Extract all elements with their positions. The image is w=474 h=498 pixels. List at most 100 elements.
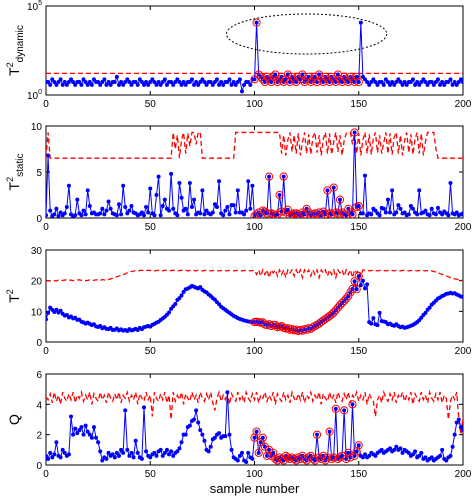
data-point: [177, 446, 182, 451]
fault-marker: [258, 75, 267, 84]
data-point: [410, 206, 415, 211]
plot-series: [46, 389, 463, 465]
data-point: [46, 317, 48, 322]
data-point: [212, 202, 217, 207]
data-point: [146, 210, 151, 215]
data-point: [363, 452, 368, 457]
data-point: [200, 188, 205, 193]
control-limit-line: [46, 268, 463, 282]
data-point: [98, 449, 103, 454]
fault-marker: [329, 75, 338, 84]
data-point: [452, 432, 457, 437]
data-point: [85, 82, 90, 87]
data-point: [83, 423, 88, 428]
data-point: [442, 82, 447, 87]
data-point: [367, 453, 372, 458]
data-point: [358, 20, 363, 25]
fault-marker: [340, 406, 349, 415]
data-point: [177, 296, 182, 301]
data-point: [167, 208, 172, 213]
y-tick-label: 20: [31, 277, 43, 288]
data-point: [438, 82, 443, 87]
data-point: [375, 323, 380, 328]
data-point: [365, 79, 370, 84]
data-point: [187, 423, 192, 428]
data-point: [388, 210, 393, 215]
control-limit-line: [46, 129, 463, 159]
data-point: [48, 208, 53, 213]
data-point: [423, 455, 428, 460]
data-point: [379, 447, 384, 452]
fault-marker: [306, 324, 315, 333]
data-point: [156, 174, 161, 179]
data-point: [465, 80, 469, 84]
fault-marker: [269, 448, 278, 457]
data-point: [277, 193, 282, 197]
fault-marker: [275, 190, 284, 200]
data-point: [141, 213, 146, 218]
data-point: [177, 79, 182, 84]
data-point: [217, 82, 222, 87]
y-tick-label: 105: [27, 0, 42, 13]
fault-marker: [323, 313, 332, 322]
data-point: [448, 77, 453, 82]
data-point: [46, 213, 48, 218]
data-point: [50, 455, 55, 460]
data-point: [192, 197, 197, 202]
fault-marker: [344, 77, 353, 87]
data-point: [139, 79, 144, 84]
data-point: [254, 20, 259, 25]
x-tick-label: 150: [350, 222, 367, 233]
data-point: [202, 438, 207, 443]
data-point: [248, 206, 253, 211]
data-point: [75, 197, 80, 202]
data-point: [152, 79, 157, 84]
data-point: [183, 82, 188, 87]
data-point: [385, 79, 390, 84]
data-point: [214, 204, 219, 209]
x-tick-label: 150: [350, 99, 367, 110]
fault-marker: [333, 303, 342, 312]
data-point: [250, 183, 255, 188]
data-point: [429, 79, 434, 84]
data-point: [96, 440, 101, 445]
data-point: [198, 211, 203, 216]
fault-marker: [325, 77, 334, 87]
data-point: [467, 299, 471, 303]
data-point: [217, 431, 222, 436]
data-point: [352, 130, 357, 135]
x-axis-label: sample number: [210, 481, 300, 496]
data-point: [200, 432, 205, 437]
data-point: [223, 208, 228, 213]
data-point: [352, 279, 357, 284]
fault-marker: [312, 77, 322, 87]
fault-marker: [337, 77, 347, 87]
data-point: [181, 79, 186, 84]
data-point: [231, 203, 236, 208]
fault-marker: [302, 75, 311, 84]
fault-marker: [260, 207, 270, 216]
data-point: [77, 79, 82, 84]
data-point: [173, 301, 178, 306]
data-point: [356, 79, 361, 84]
data-point: [415, 212, 420, 217]
data-point: [102, 77, 107, 82]
data-point: [69, 414, 74, 419]
data-point: [260, 435, 265, 440]
data-point: [58, 455, 63, 460]
data-point: [167, 452, 172, 457]
fault-marker: [287, 453, 297, 462]
y-tick-label: 100: [27, 89, 42, 102]
fault-marker: [335, 195, 345, 204]
fault-marker: [294, 72, 303, 81]
data-point: [62, 450, 67, 455]
fault-marker: [254, 448, 263, 457]
data-point: [127, 208, 132, 213]
data-point: [119, 79, 124, 84]
data-point: [469, 300, 473, 304]
fault-marker: [350, 128, 359, 137]
data-point: [94, 435, 99, 440]
data-point: [217, 179, 222, 184]
data-point: [167, 310, 172, 315]
